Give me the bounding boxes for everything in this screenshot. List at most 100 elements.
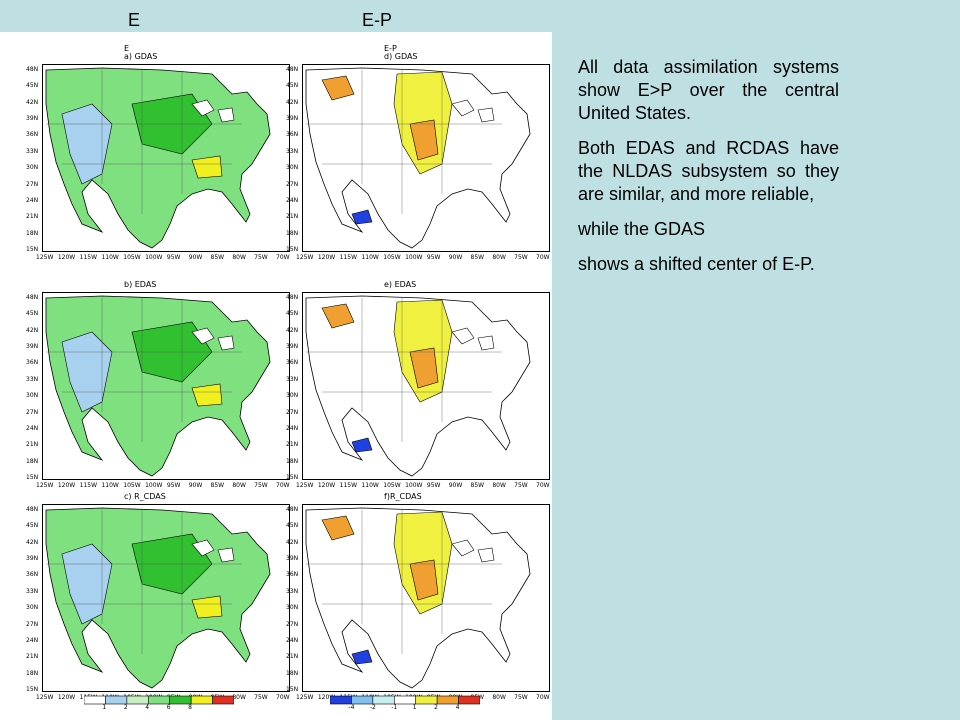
- longitude-label: 120W: [57, 482, 76, 489]
- longitude-label: 95W: [426, 254, 441, 261]
- text-paragraph-1: All data assimilation systems show E>P o…: [578, 57, 839, 123]
- western-positive-region: [321, 75, 355, 101]
- latitude-label: 42N: [286, 326, 299, 334]
- map-canvas: [302, 64, 550, 252]
- latitude-label: 24N: [286, 424, 299, 432]
- longitude-label: 85W: [210, 254, 225, 261]
- colorbar-label: 4: [455, 704, 460, 711]
- longitude-label: 100W: [405, 482, 423, 489]
- western-positive-region: [321, 303, 355, 329]
- latitude-label: 36N: [26, 131, 39, 139]
- colorbar-right: -4 -2 -1 1 2 4: [329, 692, 481, 716]
- great-lakes: [451, 99, 495, 123]
- colorbar-swatch: [393, 695, 417, 705]
- longitude-label: 70W: [536, 254, 550, 261]
- latitude-label: 45N: [286, 522, 299, 530]
- longitude-label: 125W: [36, 482, 54, 489]
- colorbar-swatch: [190, 695, 213, 705]
- latitude-label: 30N: [26, 164, 39, 172]
- latitude-label: 45N: [26, 310, 39, 318]
- negative-region: [351, 209, 373, 225]
- strong-positive-region: [409, 559, 439, 601]
- latitude-label: 36N: [286, 359, 299, 367]
- latitude-label: 45N: [286, 82, 299, 90]
- longitude-label: 115W: [79, 254, 98, 261]
- latitude-label: 18N: [26, 669, 39, 677]
- latitude-label: 42N: [26, 326, 39, 334]
- longitude-label: 125W: [36, 694, 54, 701]
- map-panel-f: f)R_CDAS 48N 45N 42N 39N 36N 33N 30N 27N 24N 21N 18…: [284, 486, 552, 706]
- map-canvas: [42, 64, 290, 252]
- longitude-label: 105W: [123, 482, 141, 489]
- great-lakes: [191, 327, 235, 351]
- longitude-label: 80W: [492, 694, 506, 701]
- latitude-label: 15N: [26, 686, 39, 693]
- colorbar-swatch: [212, 695, 235, 705]
- latitude-label: 39N: [26, 115, 39, 123]
- latitude-label: 39N: [286, 555, 299, 563]
- panel-title: f)R_CDAS: [384, 492, 422, 501]
- colorbar-swatch: [415, 695, 438, 705]
- colorbar-swatch: [351, 695, 374, 705]
- panel-title: c) R_CDAS: [124, 492, 166, 501]
- longitude-label: 70W: [276, 694, 290, 701]
- panel-title-line1: E-P: [384, 44, 397, 53]
- colorbar-swatch: [147, 695, 171, 705]
- longitude-label: 70W: [276, 254, 290, 261]
- state-borders: [306, 510, 502, 654]
- latitude-label: 39N: [286, 343, 299, 351]
- longitude-label: 125W: [36, 254, 54, 261]
- latitude-label: 45N: [26, 522, 39, 530]
- longitude-label: 90W: [448, 254, 463, 261]
- panel-title: e) EDAS: [384, 280, 417, 289]
- latitude-label: 45N: [286, 310, 299, 318]
- longitude-label: 120W: [317, 254, 336, 261]
- latitude-label: 30N: [26, 392, 39, 400]
- colorbar-label: -1: [391, 704, 398, 711]
- latitude-label: 24N: [286, 196, 299, 204]
- latitude-label: 42N: [286, 538, 299, 546]
- colorbar-swatch: [458, 695, 481, 705]
- longitude-label: 95W: [166, 482, 181, 489]
- latitude-label: 42N: [26, 538, 39, 546]
- latitude-label: 15N: [286, 686, 299, 693]
- latitude-label: 27N: [286, 180, 299, 188]
- text-paragraph-4: shows a shifted center of E-P.: [578, 254, 815, 274]
- latitude-label: 18N: [286, 229, 299, 237]
- latitude-label: 42N: [286, 98, 299, 106]
- negative-region: [351, 649, 373, 665]
- longitude-label: 115W: [339, 482, 358, 489]
- map-panel-e: e) EDAS 48N 45N 42N 39N 36N 33N 30N 27N 24N 21N 18N…: [284, 274, 552, 494]
- latitude-label: 21N: [26, 441, 39, 449]
- latitude-label: 15N: [286, 474, 299, 481]
- latitude-label: 15N: [26, 246, 39, 253]
- colorbar-label: 1: [412, 704, 417, 711]
- longitude-label: 75W: [514, 254, 528, 261]
- latitude-label: 24N: [26, 636, 39, 644]
- panel-title: d) GDAS: [384, 52, 418, 61]
- latitude-label: 48N: [286, 506, 299, 513]
- colorbar-swatch: [329, 695, 352, 705]
- map-canvas: [42, 292, 290, 480]
- latitude-label: 48N: [26, 506, 39, 513]
- great-lakes: [191, 539, 235, 563]
- negative-region: [351, 437, 373, 453]
- latitude-label: 27N: [26, 408, 39, 416]
- longitude-label: 105W: [383, 482, 401, 489]
- latitude-label: 33N: [286, 375, 299, 383]
- longitude-label: 75W: [254, 482, 268, 489]
- longitude-label: 75W: [514, 694, 528, 701]
- text-paragraph-3: while the GDAS: [578, 219, 706, 239]
- latitude-label: 15N: [286, 246, 299, 253]
- latitude-label: 30N: [286, 604, 299, 612]
- latitude-label: 18N: [26, 229, 39, 237]
- map-canvas: [42, 504, 290, 692]
- state-borders: [306, 298, 502, 442]
- longitude-label: 110W: [101, 254, 119, 261]
- latitude-label: 45N: [26, 82, 39, 90]
- latitude-label: 36N: [26, 571, 39, 579]
- latitude-label: 21N: [286, 213, 299, 221]
- latitude-label: 36N: [286, 571, 299, 579]
